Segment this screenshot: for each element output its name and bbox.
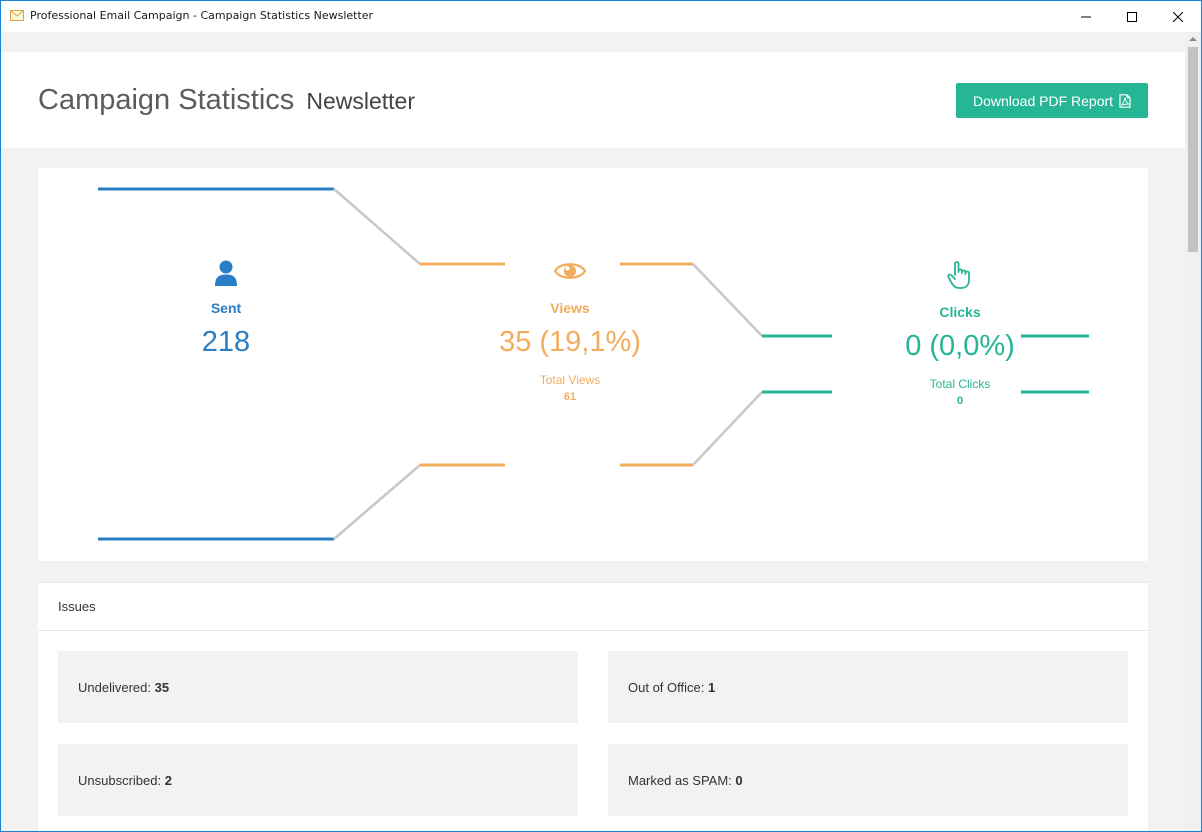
views-label: Views: [550, 300, 590, 316]
stat-sent: Sent 218: [146, 260, 306, 359]
issue-label: Unsubscribed:: [78, 773, 162, 788]
title-bar: Professional Email Campaign - Campaign S…: [1, 1, 1201, 32]
connector-sent-views-top: [333, 188, 421, 265]
toolbar-gap: [1, 32, 1185, 52]
clicks-value: 0 (0,0%): [905, 330, 1015, 362]
issue-unsubscribed: Unsubscribed: 2: [58, 744, 578, 816]
stat-clicks: Clicks 0 (0,0%) Total Clicks 0: [860, 260, 1060, 407]
maximize-button[interactable]: [1109, 1, 1155, 32]
total-clicks-label: Total Clicks: [929, 377, 991, 391]
connector-sent-views-bottom: [333, 464, 421, 540]
issue-label: Marked as SPAM:: [628, 773, 732, 788]
total-clicks-value: 0: [956, 395, 964, 407]
issues-title: Issues: [58, 599, 96, 614]
download-pdf-label: Download PDF Report: [972, 92, 1114, 109]
sent-label: Sent: [210, 300, 242, 316]
scroll-up-icon[interactable]: [1189, 37, 1197, 41]
page-header: Campaign Statistics Newsletter Download …: [1, 52, 1185, 148]
maximize-icon: [1127, 11, 1137, 22]
close-button[interactable]: [1155, 1, 1201, 32]
page-title: Campaign Statistics Newsletter: [38, 84, 415, 117]
issue-value: 0: [735, 773, 743, 788]
sent-value: 218: [201, 326, 251, 358]
issues-divider: [38, 630, 1148, 631]
connector-views-clicks-bottom: [692, 391, 763, 466]
pdf-file-icon: [1119, 93, 1131, 108]
download-pdf-button[interactable]: Download PDF Report: [956, 83, 1148, 118]
clicks-label: Clicks: [939, 304, 981, 320]
issues-panel: Issues Undelivered: 35 Out of Office: 1 …: [38, 582, 1148, 831]
page-title-text: Campaign Statistics: [38, 84, 295, 116]
total-views-value: 61: [563, 391, 577, 403]
funnel-connectors: [98, 187, 1089, 541]
issue-value: 35: [154, 680, 170, 695]
issue-marked-spam: Marked as SPAM: 0: [608, 744, 1128, 816]
stat-views: Views 35 (19,1%) Total Views 61: [470, 260, 670, 403]
issue-out-of-office: Out of Office: 1: [608, 651, 1128, 723]
minimize-button[interactable]: [1063, 1, 1109, 32]
issue-undelivered: Undelivered: 35: [58, 651, 578, 723]
vertical-scrollbar[interactable]: [1185, 32, 1201, 831]
hand-pointer-icon: [947, 261, 970, 289]
issue-label: Undelivered:: [78, 680, 151, 695]
page-subtitle: Newsletter: [306, 88, 415, 114]
issue-label: Out of Office:: [628, 680, 705, 695]
connector-views-clicks-top: [692, 263, 763, 337]
user-icon: [215, 260, 237, 286]
scroll-thumb[interactable]: [1188, 47, 1198, 252]
window-title: Professional Email Campaign - Campaign S…: [30, 9, 374, 22]
envelope-icon: [10, 10, 24, 21]
eye-icon: [554, 263, 586, 279]
total-views-label: Total Views: [539, 373, 601, 387]
views-value: 35 (19,1%): [499, 326, 641, 358]
funnel-panel: Sent 218 Views 35 (19,1%) Total Views 61…: [38, 168, 1148, 561]
issue-value: 2: [164, 773, 172, 788]
minimize-icon: [1081, 16, 1091, 17]
close-icon: [1173, 11, 1183, 22]
issue-value: 1: [707, 680, 716, 695]
